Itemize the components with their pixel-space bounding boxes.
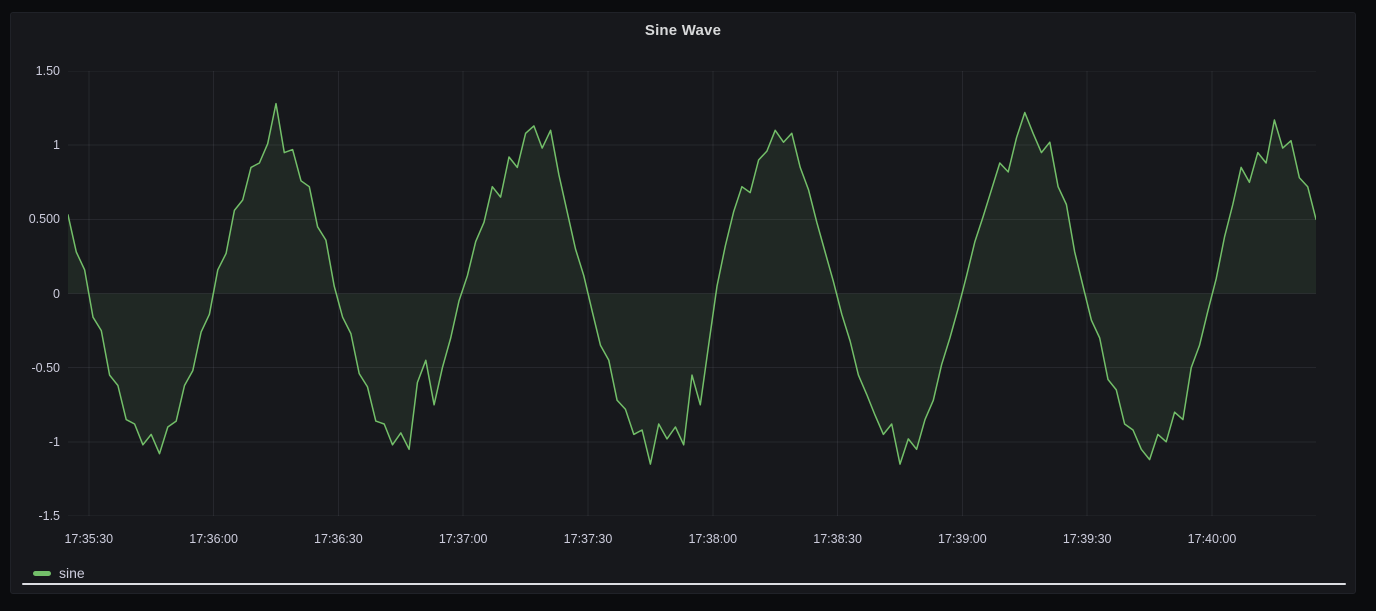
series-color-marker [33,570,51,576]
x-tick-label: 17:40:00 [1187,532,1237,546]
y-tick-label: 0 [53,286,60,301]
x-axis-labels: 17:35:30 17:36:00 17:36:30 17:37:00 17:37:30… [64,532,1316,550]
x-tick-label: 17:38:30 [813,532,862,546]
grafana-panel: Sine Wave 1.50 1 0.500 0 -0.50 -1 -1.5 17:35:3… [10,12,1356,594]
x-tick-label: 17:39:30 [1062,532,1112,546]
series-name: sine [59,565,85,581]
legend-scrollbar[interactable] [22,583,1346,585]
x-tick-label: 17:39:00 [938,532,987,546]
x-tick-label: 17:37:30 [563,532,613,546]
y-tick-label: -0.50 [31,360,61,375]
horizontal-gridlines [68,71,1316,516]
y-tick-label: 0.500 [28,212,60,227]
x-tick-label: 17:35:30 [64,532,114,546]
sine-series-fill [68,103,1316,465]
sine-series-line [68,102,1316,465]
y-tick-label: 1.50 [35,64,60,78]
x-tick-label: 17:36:00 [189,532,238,546]
y-tick-label: -1 [48,434,60,449]
x-tick-label: 17:38:00 [688,532,738,546]
legend: sine [33,564,85,582]
plot-canvas[interactable] [68,71,1316,516]
panel-title[interactable]: Sine Wave [644,22,722,39]
x-tick-label: 17:37:00 [438,532,488,546]
y-tick-label: 1 [53,138,60,153]
y-tick-label: -1.5 [38,509,60,523]
y-axis-labels: 1.50 1 0.500 0 -0.50 -1 -1.5 [11,13,60,593]
x-tick-label: 17:36:30 [314,532,363,546]
legend-item-sine[interactable]: sine [33,565,85,581]
